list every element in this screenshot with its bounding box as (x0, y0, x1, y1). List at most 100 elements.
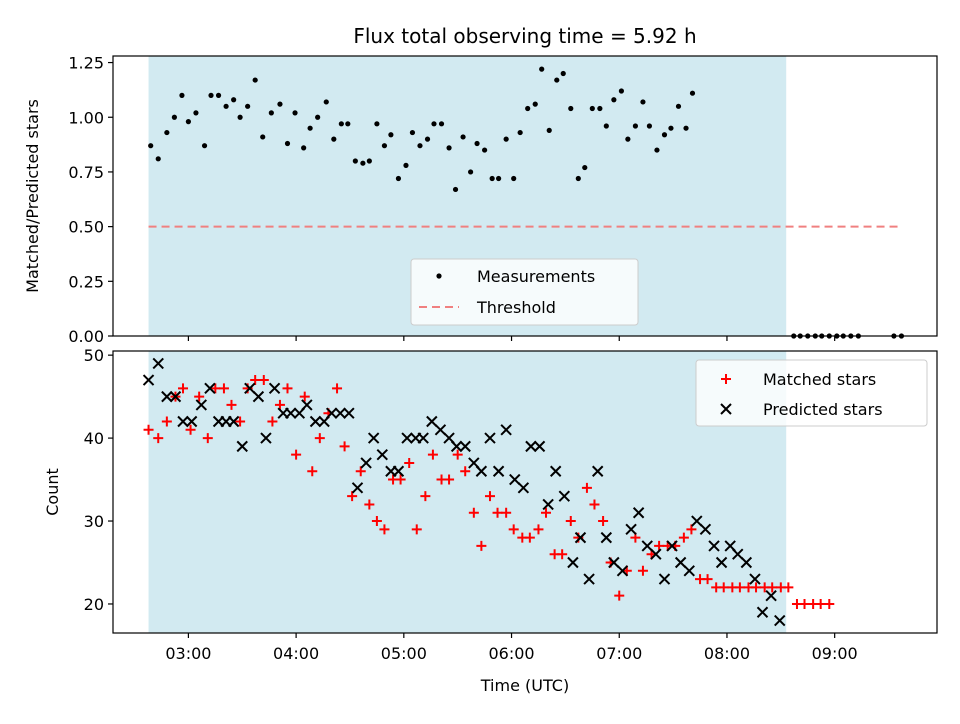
data-point (484, 491, 495, 502)
data-point (641, 540, 653, 552)
data-point (339, 441, 350, 452)
data-point (417, 143, 423, 149)
data-point (756, 606, 769, 618)
data-point (632, 123, 639, 129)
data-point (284, 140, 291, 147)
legend-box (410, 258, 639, 326)
data-point (360, 160, 366, 166)
data-point (210, 383, 221, 394)
data-point (618, 88, 625, 94)
data-point (450, 440, 463, 453)
data-point (332, 383, 343, 394)
data-point (508, 524, 519, 535)
data-point (589, 105, 595, 112)
data-point (492, 465, 505, 477)
data-point (218, 383, 229, 394)
data-point (549, 465, 562, 477)
data-point (201, 143, 208, 149)
data-point (568, 105, 574, 112)
data-point (142, 374, 155, 386)
data-point (460, 466, 471, 477)
data-point (401, 432, 413, 444)
data-point (689, 90, 696, 96)
data-point (307, 466, 318, 477)
data-point (334, 407, 346, 419)
data-point (185, 415, 198, 428)
data-point (301, 145, 307, 151)
data-point (417, 432, 429, 444)
data-point (360, 457, 372, 469)
data-point (565, 516, 576, 527)
data-point (625, 136, 631, 142)
data-point (637, 565, 648, 576)
data-point (376, 448, 388, 461)
x-tick-label: 08:00 (704, 644, 750, 663)
data-point (614, 590, 625, 601)
observing-span-shade (148, 351, 787, 633)
data-point (237, 114, 243, 120)
data-point (581, 482, 592, 493)
data-point (539, 66, 545, 72)
data-point (374, 121, 380, 127)
data-point (161, 390, 173, 403)
data-point (395, 175, 402, 182)
data-point (343, 407, 355, 419)
data-point (489, 175, 495, 182)
data-point (285, 407, 297, 419)
top-panel: 0.00 0.25 0.50 0.75 1.00 1.25 Matched/Predicte… (23, 54, 938, 346)
data-point (654, 147, 660, 153)
data-point (185, 119, 191, 125)
data-point (438, 121, 445, 127)
legend-box (695, 359, 928, 427)
data-point (268, 382, 281, 395)
data-point (475, 465, 488, 477)
series-matched-stars (143, 375, 835, 609)
data-point (560, 70, 566, 77)
data-point (204, 382, 216, 395)
data-point (611, 97, 617, 103)
data-point (291, 449, 302, 460)
data-point (366, 158, 372, 164)
data-point (338, 121, 344, 127)
data-point (517, 482, 530, 494)
data-point (395, 474, 406, 485)
data-point (783, 582, 794, 593)
data-point (767, 582, 778, 593)
data-point (666, 540, 678, 552)
data-point (277, 101, 283, 107)
x-tick-label: 09:00 (812, 644, 858, 663)
y-tick-label: 20 (84, 595, 104, 614)
data-point (404, 457, 415, 468)
data-point (732, 548, 744, 560)
legend-marker-matched (721, 374, 731, 384)
data-point (799, 598, 810, 609)
data-point (654, 540, 665, 551)
y-axis-label: Matched/Predicted stars (23, 99, 42, 293)
data-point (367, 432, 380, 444)
data-point (541, 507, 552, 518)
data-point (658, 573, 671, 585)
data-point (215, 92, 222, 98)
data-point (492, 507, 503, 518)
y-axis-label: Count (43, 468, 62, 516)
data-point (143, 424, 154, 435)
data-point (325, 407, 338, 419)
data-point (260, 432, 272, 444)
data-point (646, 123, 653, 129)
legend-marker-measurements (436, 273, 442, 279)
data-point (554, 77, 560, 83)
data-point (250, 375, 261, 386)
y-tick-label: 0.25 (68, 272, 104, 291)
data-point (668, 125, 674, 131)
data-point (352, 158, 358, 164)
data-point (434, 424, 447, 436)
data-point (675, 103, 682, 109)
data-point (542, 498, 554, 511)
data-point (583, 573, 595, 585)
data-point (355, 466, 366, 477)
data-point (509, 473, 521, 486)
data-point (603, 123, 609, 129)
data-point (179, 92, 185, 98)
data-point (223, 103, 229, 109)
data-point (625, 523, 637, 536)
